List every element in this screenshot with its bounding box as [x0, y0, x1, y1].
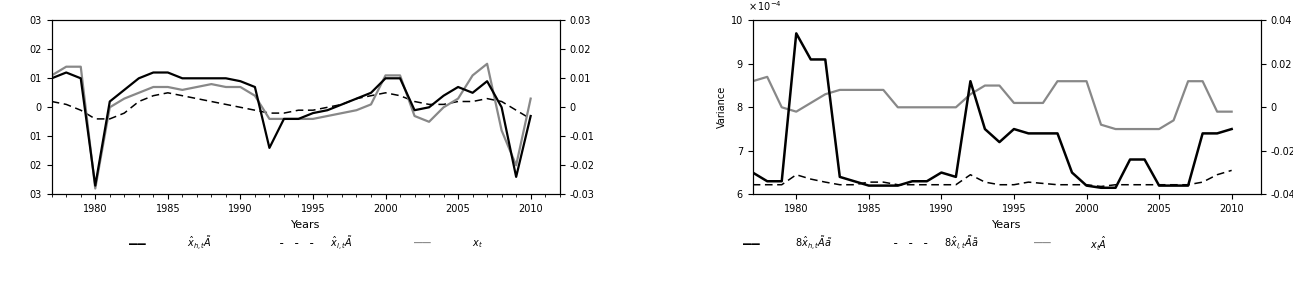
Text: $8\hat{x}_{h,t}\tilde{A}\tilde{a}$: $8\hat{x}_{h,t}\tilde{A}\tilde{a}$ — [795, 235, 833, 253]
Text: $\hat{x}_{h,t}\tilde{A}$: $\hat{x}_{h,t}\tilde{A}$ — [187, 235, 212, 253]
Y-axis label: Variance: Variance — [716, 86, 727, 128]
X-axis label: Years: Years — [992, 220, 1021, 230]
X-axis label: Years: Years — [291, 220, 321, 230]
Text: ——: —— — [129, 237, 146, 251]
Text: $x_t\hat{A}$: $x_t\hat{A}$ — [1090, 235, 1107, 253]
Text: ——: —— — [743, 237, 760, 251]
Text: $\hat{x}_{l,t}\tilde{A}$: $\hat{x}_{l,t}\tilde{A}$ — [330, 235, 352, 253]
Text: ——: —— — [1034, 237, 1051, 251]
Text: - - -: - - - — [892, 237, 930, 250]
Text: $\times\,10^{-4}$: $\times\,10^{-4}$ — [747, 0, 781, 13]
Text: $8\hat{x}_{l,t}\tilde{A}\tilde{a}$: $8\hat{x}_{l,t}\tilde{A}\tilde{a}$ — [944, 235, 979, 253]
Text: - - -: - - - — [278, 237, 315, 250]
Text: ——: —— — [414, 237, 431, 251]
Text: $x_t$: $x_t$ — [472, 238, 482, 249]
